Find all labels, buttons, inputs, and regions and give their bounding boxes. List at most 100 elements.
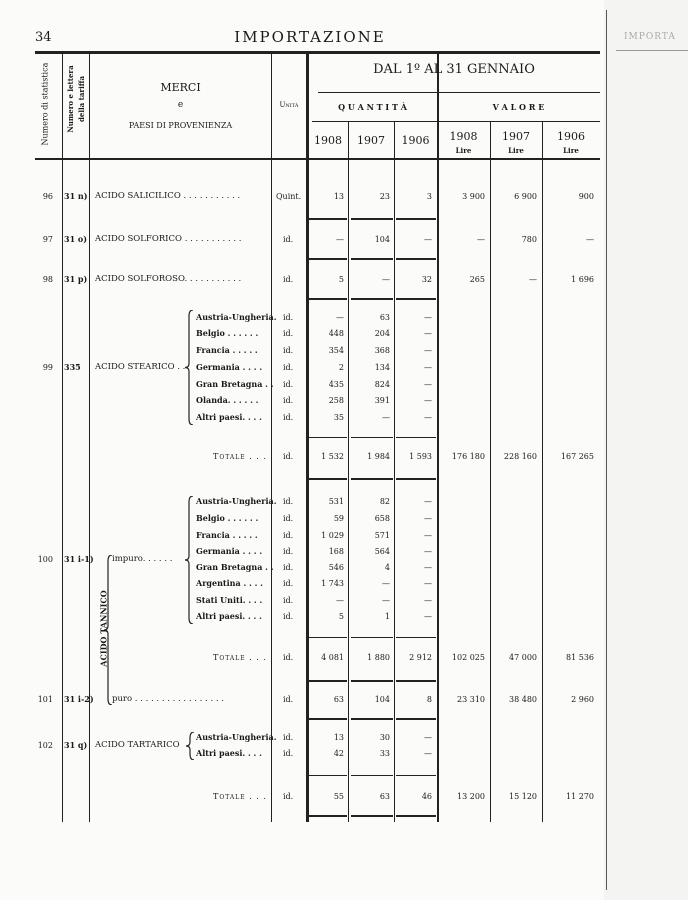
header-value: V A L O R E bbox=[492, 102, 545, 112]
quantity-cell: 2 912 bbox=[409, 653, 432, 662]
quantity-separator bbox=[309, 775, 347, 776]
quantity-cell: 63 bbox=[333, 695, 344, 704]
quantity-separator bbox=[309, 637, 347, 638]
value-cell: — bbox=[586, 235, 594, 244]
column-divider bbox=[542, 122, 543, 822]
header-quantity: Q U A N T I T À bbox=[338, 102, 407, 112]
quantity-cell: 1 743 bbox=[321, 579, 344, 588]
quantity-cell: 204 bbox=[374, 329, 390, 338]
unit: id. bbox=[283, 531, 294, 540]
header-rule bbox=[35, 158, 600, 160]
product-name: puro . . . . . . . . . . . . . . . . . bbox=[112, 694, 224, 704]
country-name: Altri paesi. . . . bbox=[196, 412, 262, 422]
quantity-separator bbox=[309, 815, 347, 817]
quantity-cell: 104 bbox=[374, 695, 390, 704]
quantity-cell: 35 bbox=[333, 413, 344, 422]
tariff-number: 31 p) bbox=[64, 274, 88, 284]
header-year: 1907 bbox=[502, 130, 530, 143]
quantity-cell: 1 593 bbox=[409, 452, 432, 461]
period-rule bbox=[318, 92, 600, 93]
quantity-cell: 55 bbox=[333, 792, 344, 801]
quantity-cell: — bbox=[424, 396, 432, 405]
quantity-cell: 134 bbox=[374, 363, 390, 372]
header-period: DAL 1º AL 31 GENNAIO bbox=[373, 62, 535, 77]
quantity-cell: 658 bbox=[374, 514, 390, 523]
quantity-separator bbox=[396, 218, 436, 220]
quantity-cell: 531 bbox=[328, 497, 344, 506]
quantity-cell: 33 bbox=[379, 749, 390, 758]
unit: id. bbox=[283, 579, 294, 588]
brace-icon bbox=[186, 732, 195, 760]
quantity-cell: 4 081 bbox=[321, 653, 344, 662]
quantity-separator bbox=[396, 680, 436, 682]
quantity-separator bbox=[351, 680, 393, 682]
unit: id. bbox=[283, 563, 294, 572]
value-cell: 38 480 bbox=[509, 695, 537, 704]
quantity-cell: — bbox=[336, 235, 344, 244]
unit: id. bbox=[283, 596, 294, 605]
quantity-cell: 564 bbox=[374, 547, 390, 556]
quantity-cell: 46 bbox=[421, 792, 432, 801]
value-cell: 3 900 bbox=[462, 192, 485, 201]
tariff-number: 335 bbox=[64, 362, 81, 372]
quantity-separator bbox=[396, 637, 436, 638]
quantity-cell: — bbox=[424, 579, 432, 588]
row-number: 100 bbox=[37, 555, 53, 564]
quantity-cell: 59 bbox=[333, 514, 344, 523]
quantity-cell: 30 bbox=[379, 733, 390, 742]
value-cell: 2 960 bbox=[571, 695, 594, 704]
quantity-cell: 368 bbox=[374, 346, 390, 355]
brace-icon bbox=[185, 496, 194, 624]
country-name: Austria-Ungheria. bbox=[196, 732, 277, 742]
quantity-cell: 1 880 bbox=[367, 653, 390, 662]
quantity-separator bbox=[309, 218, 347, 220]
country-name: Germania . . . . bbox=[196, 362, 263, 372]
column-divider bbox=[394, 122, 395, 822]
page-title: IMPORTAZIONE bbox=[234, 28, 386, 46]
quantity-separator bbox=[351, 775, 393, 776]
quantity-cell: — bbox=[424, 514, 432, 523]
unit: id. bbox=[283, 695, 294, 704]
header-currency: Lire bbox=[563, 146, 579, 155]
quantity-separator bbox=[351, 637, 393, 638]
quantity-cell: — bbox=[424, 413, 432, 422]
quantity-cell: — bbox=[424, 380, 432, 389]
country-name: Austria-Ungheria. bbox=[196, 312, 277, 322]
quantity-separator bbox=[351, 815, 393, 817]
total-label: Totale . . . bbox=[213, 452, 267, 461]
quantity-cell: — bbox=[382, 413, 390, 422]
unit: id. bbox=[283, 514, 294, 523]
column-divider bbox=[437, 54, 439, 822]
header-year: 1906 bbox=[401, 134, 430, 147]
unit: Quint. bbox=[276, 192, 302, 201]
row-number: 96 bbox=[42, 192, 53, 201]
country-name: Francia . . . . . bbox=[196, 345, 258, 355]
header-year: 1907 bbox=[357, 134, 385, 147]
country-name: Argentina . . . . bbox=[196, 578, 263, 588]
value-cell: — bbox=[529, 275, 537, 284]
unit: id. bbox=[283, 452, 294, 461]
top-rule bbox=[35, 51, 600, 54]
quantity-cell: 2 bbox=[338, 363, 344, 372]
quantity-cell: — bbox=[424, 733, 432, 742]
quantity-cell: — bbox=[424, 235, 432, 244]
value-cell: 23 310 bbox=[457, 695, 485, 704]
unit: id. bbox=[283, 363, 294, 372]
value-cell: 102 025 bbox=[451, 653, 485, 662]
country-name: Olanda. . . . . . bbox=[196, 395, 259, 405]
quantity-separator bbox=[396, 775, 436, 776]
product-name: impuro. . . . . . bbox=[112, 554, 173, 564]
quantity-cell: 82 bbox=[379, 497, 390, 506]
quantity-separator bbox=[309, 258, 347, 260]
quantity-separator bbox=[351, 218, 393, 220]
column-divider bbox=[308, 54, 309, 822]
column-divider bbox=[348, 122, 349, 822]
quantity-separator bbox=[396, 298, 436, 300]
header-year: 1908 bbox=[314, 134, 342, 147]
tariff-number: 31 q) bbox=[64, 740, 88, 750]
quantity-separator bbox=[396, 815, 436, 817]
facing-page-header: IMPORTA bbox=[624, 32, 676, 42]
quantity-cell: 23 bbox=[379, 192, 390, 201]
unit: id. bbox=[283, 749, 294, 758]
quantity-cell: 354 bbox=[328, 346, 344, 355]
